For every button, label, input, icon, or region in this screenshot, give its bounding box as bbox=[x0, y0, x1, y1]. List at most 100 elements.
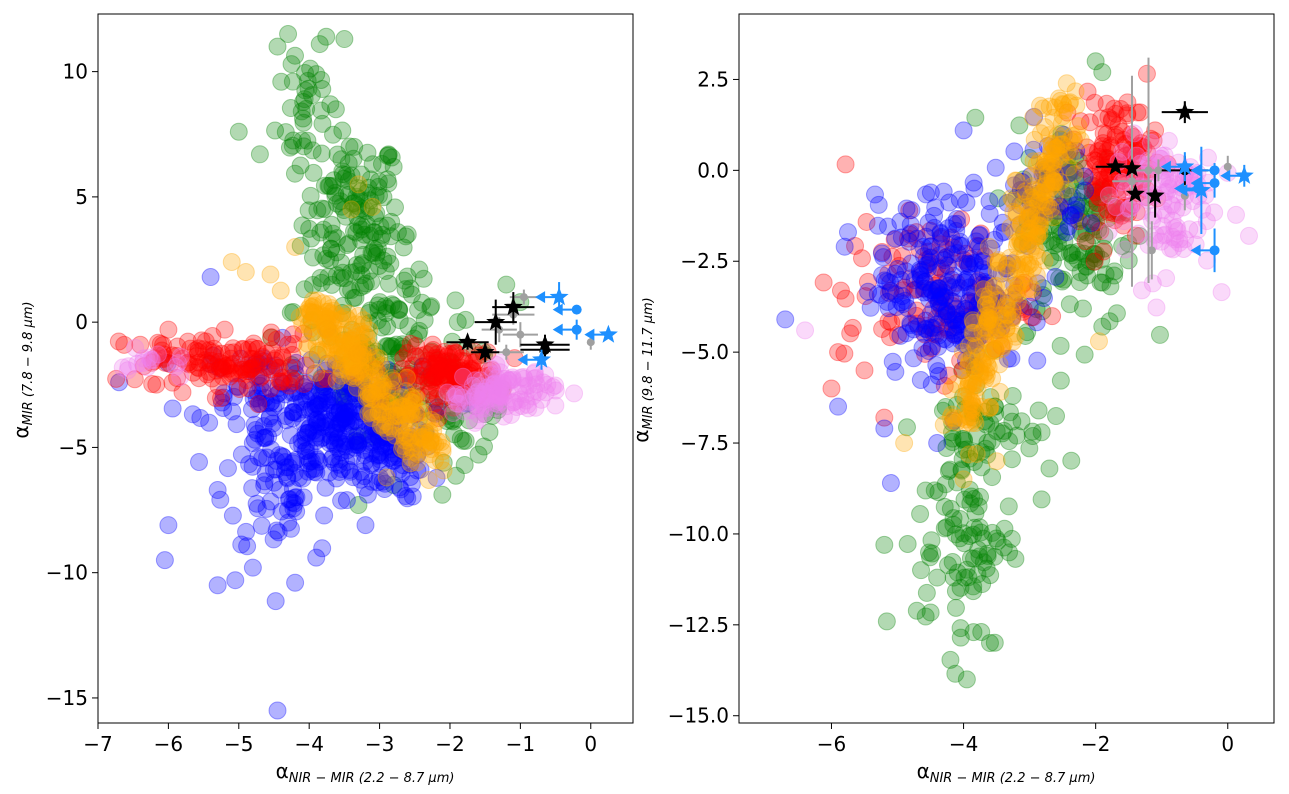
scatter-point-orange bbox=[1049, 89, 1068, 108]
scatter-point-red bbox=[273, 348, 292, 367]
scatter-point-orange bbox=[984, 277, 1003, 296]
scatter-point-blue bbox=[358, 392, 377, 411]
scatter-point-blue bbox=[283, 480, 302, 499]
scatter-point-blue bbox=[886, 285, 905, 304]
scatter-point-blue bbox=[306, 428, 325, 447]
scatter-point-red bbox=[449, 389, 468, 408]
scatter-point-violet bbox=[493, 385, 512, 404]
scatter-point-orange bbox=[415, 419, 434, 438]
scatter-point-blue bbox=[285, 358, 304, 377]
scatter-point-orange bbox=[377, 468, 396, 487]
scatter-point-orange bbox=[335, 325, 354, 344]
scatter-point-green bbox=[971, 523, 990, 542]
scatter-point-green bbox=[443, 353, 462, 372]
scatter-point-red bbox=[944, 310, 963, 329]
scatter-point-red bbox=[1086, 177, 1105, 196]
scatter-point-blue bbox=[402, 474, 421, 493]
scatter-point-blue bbox=[368, 432, 387, 451]
scatter-point-red bbox=[1085, 151, 1104, 170]
scatter-point-green bbox=[377, 390, 396, 409]
scatter-point-red bbox=[419, 372, 438, 391]
scatter-point-blue bbox=[240, 455, 259, 474]
scatter-point-blue bbox=[1066, 200, 1085, 219]
upper-limit-arrow-head bbox=[1220, 169, 1231, 182]
scatter-point-orange bbox=[991, 382, 1010, 401]
scatter-point-orange bbox=[1012, 216, 1031, 235]
scatter-point-blue bbox=[960, 278, 979, 297]
scatter-point-blue bbox=[355, 452, 374, 471]
scatter-point-violet bbox=[1125, 124, 1144, 143]
scatter-point-blue bbox=[292, 431, 311, 450]
scatter-point-red bbox=[1128, 139, 1147, 158]
scatter-point-green bbox=[1072, 224, 1091, 243]
scatter-point-red bbox=[206, 357, 225, 376]
scatter-point-blue bbox=[385, 404, 404, 423]
scatter-point-red bbox=[460, 363, 479, 382]
scatter-point-blue bbox=[988, 321, 1007, 340]
scatter-point-orange bbox=[362, 390, 381, 409]
scatter-point-green bbox=[451, 429, 470, 448]
scatter-point-red bbox=[161, 355, 180, 374]
scatter-point-blue bbox=[904, 349, 923, 368]
scatter-point-red bbox=[184, 363, 203, 382]
scatter-point-blue bbox=[264, 460, 283, 479]
scatter-point-orange bbox=[979, 290, 998, 309]
scatter-point-violet bbox=[498, 381, 517, 400]
scatter-point-blue bbox=[920, 237, 939, 256]
scatter-point-orange bbox=[324, 319, 343, 338]
scatter-point-orange bbox=[1009, 275, 1028, 294]
scatter-point-orange bbox=[1020, 223, 1039, 242]
scatter-point-red bbox=[1137, 64, 1156, 83]
scatter-point-orange bbox=[1047, 138, 1066, 157]
scatter-point-blue bbox=[1028, 212, 1047, 231]
scatter-point-green bbox=[449, 376, 468, 395]
scatter-point-green bbox=[335, 393, 354, 412]
upper-limit-arrow-head bbox=[535, 291, 546, 304]
scatter-point-violet bbox=[489, 378, 508, 397]
scatter-point-blue bbox=[286, 573, 305, 592]
scatter-point-red bbox=[930, 274, 949, 293]
scatter-point-orange bbox=[399, 409, 418, 428]
scatter-point-green bbox=[966, 443, 985, 462]
scatter-point-green bbox=[965, 307, 984, 326]
scatter-point-red bbox=[835, 344, 854, 363]
scatter-point-orange bbox=[1031, 195, 1050, 214]
scatter-point-orange bbox=[432, 433, 451, 452]
scatter-point-orange bbox=[965, 410, 984, 429]
scatter-point-red bbox=[1117, 146, 1136, 165]
scatter-point-orange bbox=[371, 395, 390, 414]
scatter-point-orange bbox=[327, 371, 346, 390]
scatter-point-blue bbox=[1059, 187, 1078, 206]
scatter-point-orange bbox=[337, 355, 356, 374]
scatter-point-red bbox=[204, 339, 223, 358]
scatter-point-orange bbox=[963, 323, 982, 342]
scatter-point-red bbox=[926, 318, 945, 337]
scatter-point-orange bbox=[967, 338, 986, 357]
scatter-point-red bbox=[196, 351, 215, 370]
scatter-point-violet bbox=[454, 367, 473, 386]
scatter-point-red bbox=[1091, 171, 1110, 190]
scatter-point-orange bbox=[354, 311, 373, 330]
scatter-point-green bbox=[323, 224, 342, 243]
scatter-point-orange bbox=[322, 338, 341, 357]
scatter-point-red bbox=[433, 365, 452, 384]
scatter-point-orange bbox=[1008, 280, 1027, 299]
scatter-point-blue bbox=[306, 398, 325, 417]
scatter-point-blue bbox=[337, 414, 356, 433]
scatter-point-orange bbox=[1042, 159, 1061, 178]
scatter-point-blue bbox=[928, 315, 947, 334]
scatter-point-green bbox=[436, 366, 455, 385]
scatter-point-red bbox=[968, 236, 987, 255]
scatter-point-red bbox=[154, 345, 173, 364]
scatter-point-red bbox=[190, 353, 209, 372]
scatter-point-orange bbox=[1042, 144, 1061, 163]
scatter-point-green bbox=[333, 162, 352, 181]
scatter-point-green bbox=[456, 431, 475, 450]
series-red bbox=[814, 64, 1177, 427]
scatter-point-violet bbox=[1161, 239, 1180, 258]
scatter-point-blue bbox=[868, 285, 887, 304]
scatter-point-orange bbox=[1007, 259, 1026, 278]
scatter-point-blue bbox=[982, 239, 1001, 258]
scatter-point-green bbox=[1070, 273, 1089, 292]
scatter-point-orange bbox=[1062, 146, 1081, 165]
